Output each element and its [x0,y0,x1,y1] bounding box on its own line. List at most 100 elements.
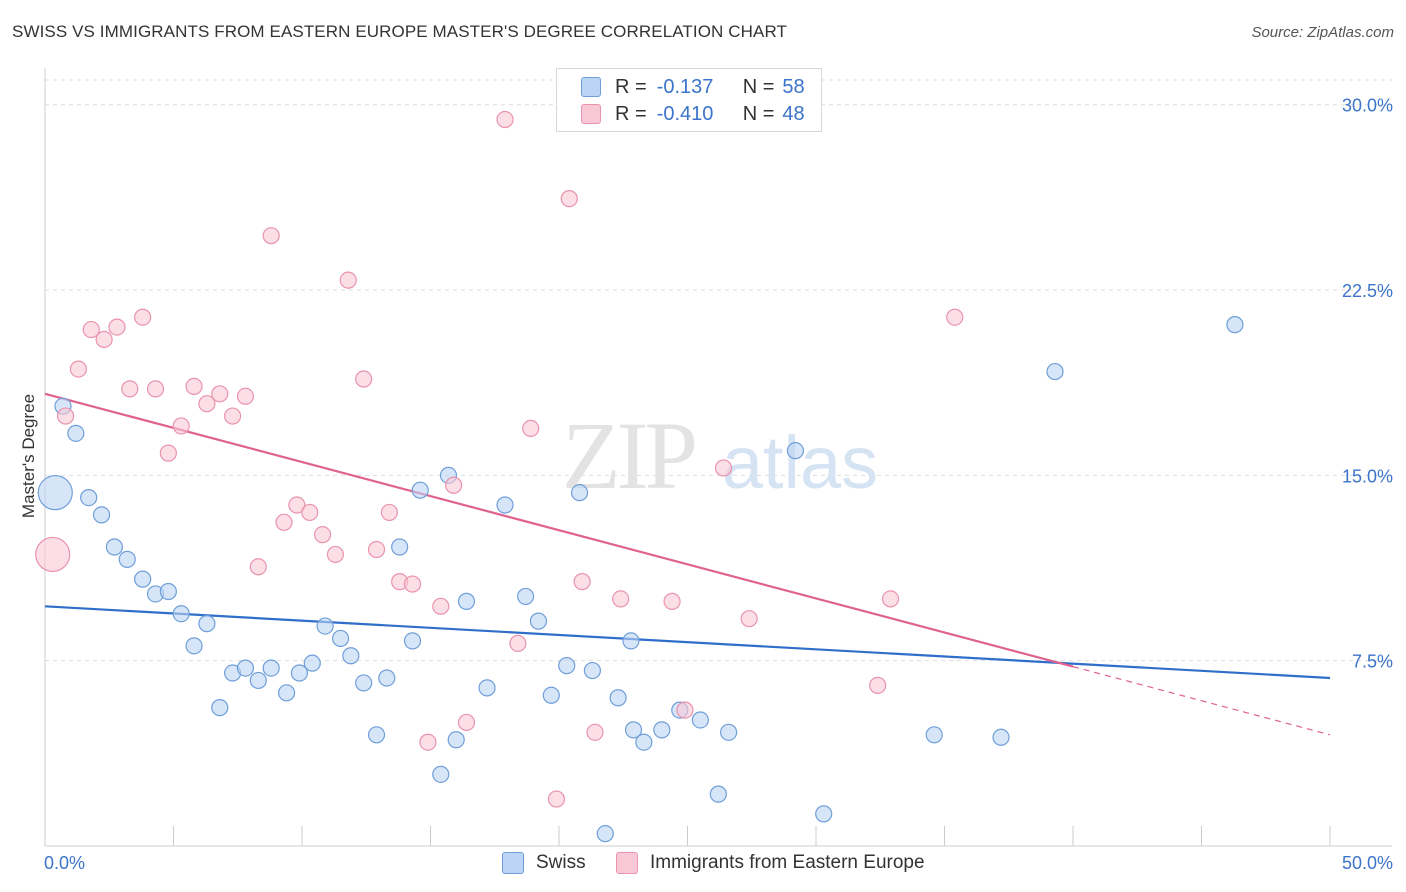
eeu-swatch [581,104,601,124]
eeu-point [339,271,357,289]
eeu-point [547,790,566,808]
swiss-point [277,684,296,702]
swiss-point [367,726,386,744]
swiss-point [1226,316,1244,334]
swiss-point [355,674,373,692]
swiss-point [290,664,309,682]
legend-row-swiss: R = -0.137 N = 58 [581,75,805,99]
eeu-point [262,227,280,245]
eeu-point [457,713,476,732]
swiss-point [303,654,321,672]
eeu-point [108,318,126,336]
eeu-point [249,558,267,576]
legend-row-eeu: R = -0.410 N = 48 [581,102,805,126]
r-value-eeu: -0.410 [656,102,714,125]
trend-lines [44,392,1331,736]
swiss-point [211,699,229,717]
swiss-point [262,659,280,677]
stats-legend: R = -0.137 N = 58 R = -0.410 N = 48 [556,68,822,132]
eeu-point [355,370,373,388]
eeu-point [676,701,694,719]
eeu-point [56,407,75,425]
x-tick-label: 0.0% [44,853,85,873]
swiss-point [786,442,805,460]
eeu-point [869,676,887,694]
eeu-point [881,590,900,608]
swiss-point [624,721,643,739]
legend-item-eeu[interactable]: Immigrants from Eastern Europe [616,852,925,874]
eeu-point [432,597,450,615]
swiss-trend-line [44,605,1331,680]
chart-title: SWISS VS IMMIGRANTS FROM EASTERN EUROPE … [12,22,788,41]
eeu-point [509,634,527,652]
n-value-swiss: 58 [782,75,805,98]
legend-label-swiss: Swiss [536,852,586,873]
swiss-point [236,659,255,677]
eeu-point [419,733,437,751]
swiss-point [635,733,653,751]
n-label: N = [742,102,775,125]
swiss-point [342,647,360,665]
eeu-point [367,540,386,559]
legend-label-eeu: Immigrants from Eastern Europe [650,852,925,873]
y-tick-label: 7.5% [1352,652,1393,672]
swiss-point [496,496,514,514]
eeu-point [380,503,398,522]
r-label: R = [615,102,647,125]
swiss-point [558,657,576,675]
eeu-point [663,592,681,610]
eeu-point [198,395,216,413]
y-tick-label: 15.0% [1342,466,1393,486]
swiss-legend-swatch [502,852,524,874]
tick-labels: 7.5% 15.0% 22.5% 30.0% 0.0% 50.0% [44,96,1393,873]
eeu-legend-swatch [616,852,638,874]
eeu-point [159,444,177,462]
swiss-point [391,538,409,556]
x-tick-label: 50.0% [1342,853,1393,873]
eeu-trend-extension [1072,666,1331,736]
eeu-point [560,190,578,208]
swiss-point [403,632,422,650]
eeu-point [522,419,540,438]
swiss-swatch [581,77,601,97]
swiss-point [815,805,833,823]
swiss-point [596,825,614,843]
eeu-point [301,503,319,522]
swiss-point [172,605,190,623]
eeu-point [586,723,604,741]
eeu-point [740,610,758,628]
n-label: N = [742,75,775,98]
swiss-point [159,582,177,601]
eeu-point [224,407,242,425]
eeu-point [326,545,345,564]
swiss-point [80,488,98,507]
eeu-trend-line [44,392,1074,668]
swiss-point [570,484,589,502]
y-tick-label: 22.5% [1342,281,1393,301]
swiss-point [411,481,429,499]
swiss-point [516,587,535,606]
eeu-point [69,360,88,378]
eeu-point [612,590,630,608]
eeu-point [714,459,733,477]
r-value-swiss: -0.137 [656,75,714,98]
eeu-point [445,476,463,494]
legend-item-swiss[interactable]: Swiss [502,852,586,874]
eeu-point [313,526,332,544]
y-tick-label: 30.0% [1342,96,1393,116]
swiss-point [653,721,671,739]
y-axis-label: Master's Degree [19,394,38,518]
series-legend: Swiss Immigrants from Eastern Europe [0,852,1406,876]
eeu-point [172,417,190,435]
eeu-point [403,575,422,593]
eeu-point [121,380,139,398]
swiss-point [622,632,640,650]
source-label: Source: ZipAtlas.com [1251,24,1394,41]
swiss-point [691,711,709,729]
axes [44,68,1392,847]
swiss-point [478,679,496,697]
swiss-point [249,671,267,690]
swiss-point [105,538,123,556]
swiss-point [134,570,152,588]
eeu-point [185,377,203,395]
